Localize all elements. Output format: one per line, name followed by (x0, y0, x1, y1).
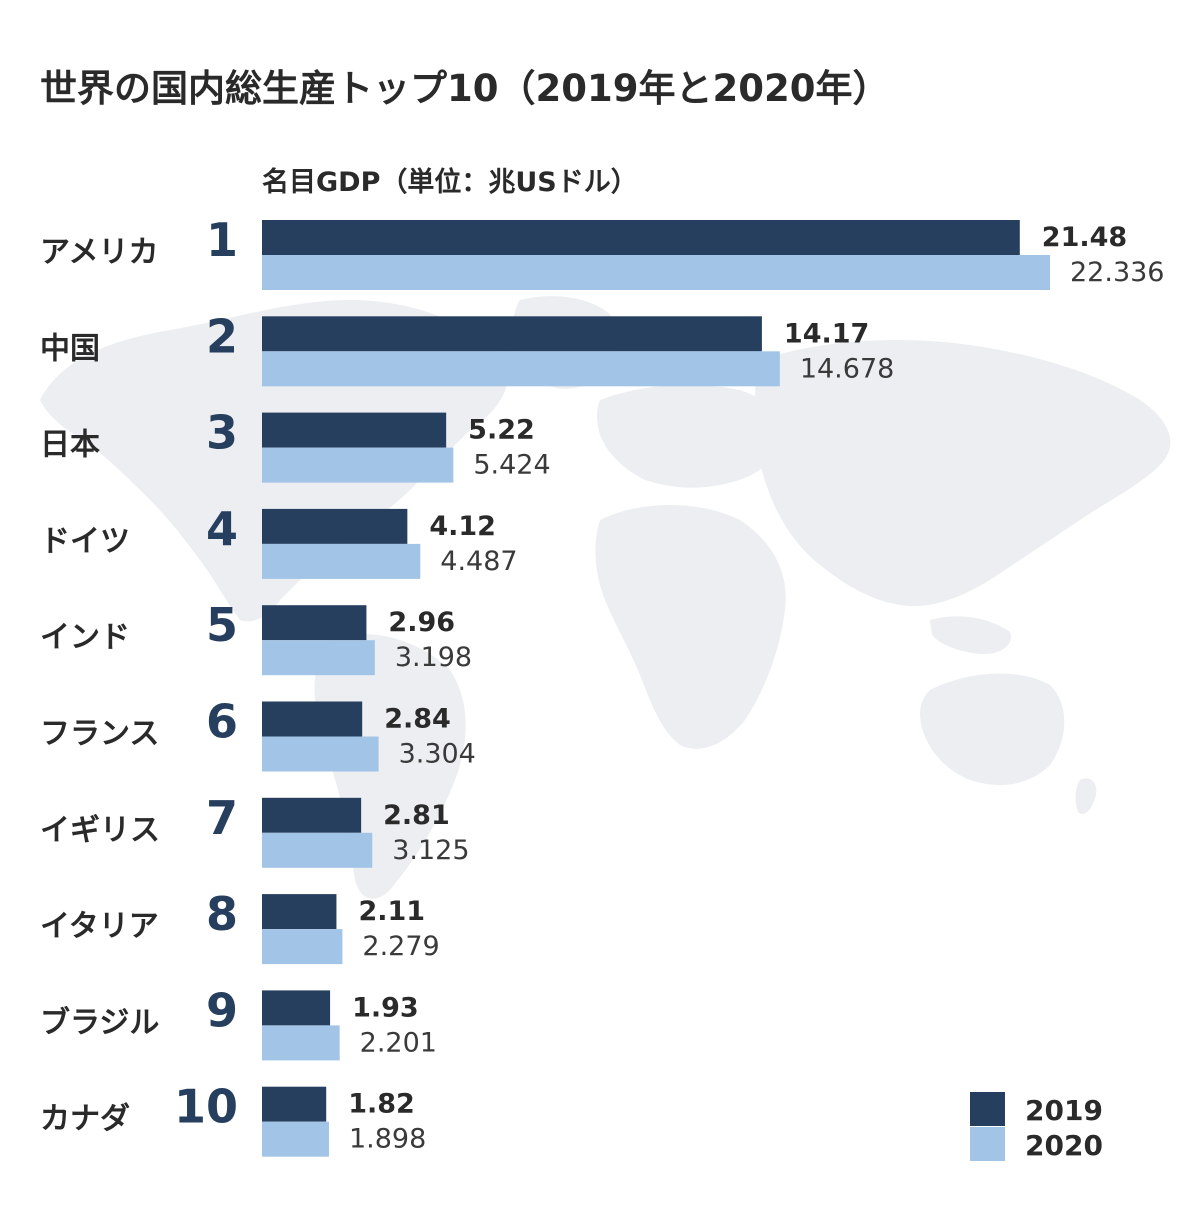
country-label: アメリカ (40, 235, 159, 270)
bar-2020 (262, 447, 454, 483)
data-label-2020: 14.678 (800, 353, 894, 384)
bar-2020 (262, 1121, 329, 1157)
country-label: 日本 (40, 428, 100, 463)
rank-number: 10 (174, 1080, 238, 1134)
bar-2019 (262, 605, 367, 641)
data-label-2020: 2.279 (362, 931, 439, 962)
data-label-2020: 1.898 (349, 1124, 426, 1155)
data-label-2020: 2.201 (360, 1027, 437, 1058)
chart-title: 世界の国内総生産トップ10（2019年と2020年） (40, 67, 890, 110)
bar-2020 (262, 351, 780, 387)
data-label-2019: 2.11 (358, 896, 425, 927)
data-label-2019: 14.17 (784, 318, 869, 349)
chart-subtitle: 名目GDP（単位：兆USドル） (262, 167, 638, 198)
country-label: ドイツ (40, 524, 130, 559)
country-label: 中国 (40, 331, 100, 366)
legend-swatch-2020 (970, 1127, 1005, 1161)
rank-number: 5 (206, 598, 238, 652)
data-label-2020: 4.487 (440, 546, 517, 577)
bar-2019 (262, 894, 337, 930)
data-label-2020: 3.125 (392, 835, 469, 866)
bar-2019 (262, 412, 447, 448)
data-label-2019: 21.48 (1042, 222, 1127, 253)
country-label: イタリア (40, 909, 159, 944)
rank-number: 9 (206, 983, 238, 1037)
rank-number: 6 (206, 695, 238, 749)
bar-2019 (262, 508, 408, 544)
data-label-2019: 2.81 (383, 800, 450, 831)
legend-item-2020: 2020 (970, 1127, 1130, 1162)
data-label-2019: 2.96 (388, 607, 455, 638)
rank-number: 7 (206, 791, 238, 845)
data-label-2020: 3.304 (399, 739, 476, 770)
legend-label-2019: 2019 (1025, 1094, 1103, 1127)
bar-2020 (262, 832, 373, 868)
bar-2019 (262, 797, 362, 833)
rank-number: 8 (206, 887, 238, 941)
bar-2019 (262, 701, 363, 737)
country-label: ブラジル (40, 1005, 159, 1040)
rank-number: 3 (206, 406, 238, 460)
bar-2019 (262, 316, 762, 352)
legend-item-2019: 2019 (970, 1092, 1130, 1127)
data-label-2019: 1.82 (348, 1089, 415, 1120)
country-label: イギリス (40, 813, 160, 848)
data-label-2019: 2.84 (384, 704, 451, 735)
bar-2019 (262, 220, 1020, 255)
bar-2020 (262, 640, 375, 676)
bar-2020 (262, 736, 379, 772)
data-label-2020: 3.198 (395, 642, 472, 673)
legend-label-2020: 2020 (1025, 1129, 1103, 1162)
data-label-2019: 4.12 (429, 511, 496, 542)
data-label-2020: 5.424 (473, 450, 550, 481)
data-label-2019: 1.93 (352, 992, 419, 1023)
legend-swatch-2019 (970, 1092, 1005, 1126)
bar-2020 (262, 255, 1050, 290)
bar-2019 (262, 990, 331, 1026)
rank-number: 4 (206, 502, 238, 556)
bar-2020 (262, 1025, 340, 1061)
bar-2020 (262, 543, 421, 579)
country-label: フランス (40, 717, 159, 752)
rank-number: 1 (206, 213, 238, 267)
rank-number: 2 (206, 309, 238, 363)
country-label: カナダ (40, 1102, 130, 1137)
country-label: インド (40, 620, 130, 655)
bar-2019 (262, 1086, 327, 1122)
data-label-2020: 22.336 (1070, 257, 1164, 288)
bar-2020 (262, 929, 343, 965)
data-label-2019: 5.22 (468, 415, 535, 446)
